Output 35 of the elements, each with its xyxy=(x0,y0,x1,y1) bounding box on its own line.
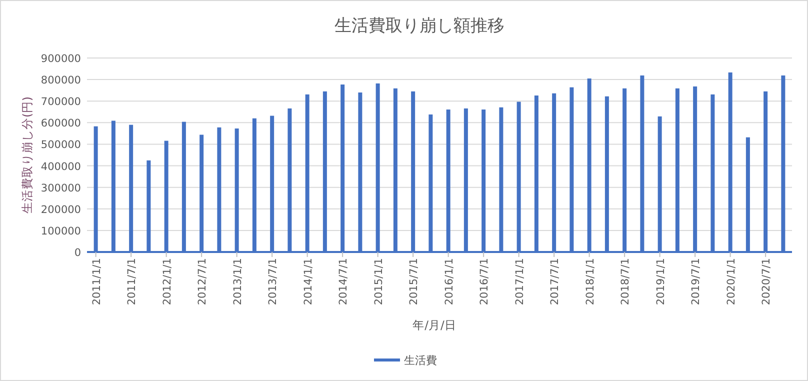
x-axis-title: 年/月/日 xyxy=(412,318,456,332)
legend: 生活費 xyxy=(374,354,437,367)
y-tick-label: 500000 xyxy=(40,139,81,152)
x-tick-label: 2012/7/1 xyxy=(196,258,209,306)
x-tick-label: 2014/1/1 xyxy=(302,258,314,306)
x-tick-label: 2015/7/1 xyxy=(408,258,420,306)
x-tick-label: 2016/1/1 xyxy=(443,258,456,306)
x-tick-label: 2012/1/1 xyxy=(161,258,174,306)
x-tick-label: 2017/7/1 xyxy=(549,258,562,306)
x-tick-label: 2011/1/1 xyxy=(90,258,103,306)
y-tick-label: 100000 xyxy=(40,225,81,238)
x-tick-label: 2011/7/1 xyxy=(126,258,138,306)
x-tick-label: 2020/7/1 xyxy=(760,258,773,306)
x-tick-label: 2013/7/1 xyxy=(267,258,280,306)
x-tick-label: 2019/1/1 xyxy=(654,258,667,306)
x-tick-label: 2014/7/1 xyxy=(338,258,350,306)
x-tick-label: 2020/1/1 xyxy=(725,258,738,306)
y-tick-label: 0 xyxy=(74,247,81,259)
y-tick-label: 300000 xyxy=(40,182,81,194)
y-tick-label: 900000 xyxy=(40,53,81,65)
y-tick-label: 700000 xyxy=(40,96,81,108)
y-tick-label: 200000 xyxy=(40,204,81,216)
x-tick-label: 2017/1/1 xyxy=(514,258,526,306)
x-tick-label: 2015/1/1 xyxy=(372,258,385,306)
chart-title: 生活費取り崩し額推移 xyxy=(334,16,504,36)
x-tick-label: 2016/7/1 xyxy=(478,258,491,306)
x-tick-label: 2019/7/1 xyxy=(690,258,702,306)
y-tick-label: 600000 xyxy=(40,118,81,130)
x-tick-label: 2018/1/1 xyxy=(584,258,596,306)
y-axis-title: 生活費取り崩し分(円) xyxy=(20,96,34,214)
legend-label: 生活費 xyxy=(404,354,437,367)
x-tick-label: 2013/1/1 xyxy=(232,258,244,306)
x-tick-label: 2018/7/1 xyxy=(620,258,632,306)
y-tick-label: 400000 xyxy=(40,160,81,173)
y-tick-label: 800000 xyxy=(40,74,81,87)
